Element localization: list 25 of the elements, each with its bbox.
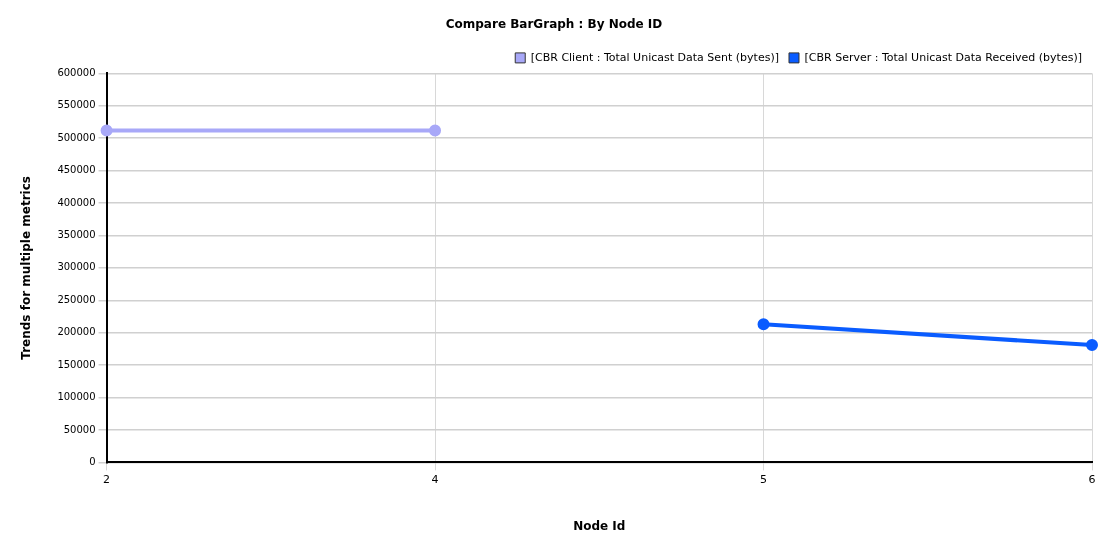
y-tick-label: 200000 [57, 326, 96, 338]
y-axis-title: Trends for multiple metrics [19, 176, 34, 360]
y-tick-label: 350000 [57, 229, 96, 241]
y-tick-label: 250000 [57, 293, 96, 305]
x-tick-label: 6 [1088, 472, 1096, 486]
point [429, 124, 442, 137]
x-axis-title: Node Id [573, 518, 626, 533]
y-tick-label: 400000 [57, 196, 96, 208]
y-tick-label: 600000 [57, 66, 96, 78]
point [1086, 339, 1098, 352]
y-tick-label: 500000 [57, 131, 96, 143]
y-tick-label: 550000 [57, 99, 96, 111]
y-tick-label: 150000 [57, 358, 96, 370]
y-tick-label: 300000 [57, 261, 96, 273]
x-tick-label: 2 [103, 472, 111, 486]
chart-title: Compare BarGraph : By Node ID [445, 17, 663, 32]
x-tick-label: 4 [431, 472, 439, 486]
y-tick-label: 50000 [63, 423, 96, 435]
x-tick-label: 5 [760, 472, 768, 486]
legend-label: [CBR Client : Total Unicast Data Sent (bytes)] [530, 50, 779, 64]
point [757, 318, 770, 331]
y-tick-label: 0 [89, 455, 96, 467]
y-tick-label: 450000 [57, 164, 96, 176]
y-tick-label: 100000 [57, 391, 96, 403]
legend-label: [CBR Server : Total Unicast Data Received (bytes)] [804, 50, 1083, 64]
